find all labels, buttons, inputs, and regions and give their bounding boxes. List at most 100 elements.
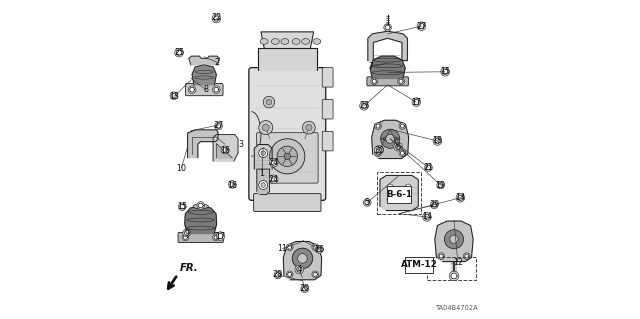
Circle shape <box>386 134 395 143</box>
Circle shape <box>259 121 273 135</box>
Circle shape <box>387 184 394 190</box>
Polygon shape <box>372 79 376 83</box>
Ellipse shape <box>271 39 279 44</box>
Polygon shape <box>218 233 223 239</box>
Text: 26: 26 <box>314 245 324 254</box>
Circle shape <box>277 146 298 167</box>
Text: 17: 17 <box>216 232 225 241</box>
Polygon shape <box>317 247 322 252</box>
Circle shape <box>228 181 236 188</box>
Polygon shape <box>439 254 444 258</box>
Text: 23: 23 <box>359 101 369 110</box>
Polygon shape <box>400 151 404 155</box>
Text: 25: 25 <box>174 48 184 57</box>
Text: 28: 28 <box>273 271 283 279</box>
Circle shape <box>286 244 293 251</box>
Polygon shape <box>365 200 370 205</box>
Text: 24: 24 <box>269 175 279 184</box>
Circle shape <box>183 229 191 237</box>
Text: 27: 27 <box>213 121 224 130</box>
Text: 20: 20 <box>300 284 310 293</box>
Circle shape <box>295 265 303 274</box>
Polygon shape <box>213 135 238 161</box>
Circle shape <box>286 271 293 278</box>
Text: 13: 13 <box>169 92 179 101</box>
Circle shape <box>312 244 319 251</box>
Polygon shape <box>380 175 419 211</box>
Circle shape <box>433 137 442 145</box>
Polygon shape <box>376 124 380 128</box>
Polygon shape <box>372 120 409 159</box>
Circle shape <box>450 235 458 243</box>
Polygon shape <box>172 93 177 98</box>
Polygon shape <box>435 138 440 144</box>
Circle shape <box>412 98 420 107</box>
Circle shape <box>387 196 394 203</box>
Polygon shape <box>189 87 195 92</box>
Polygon shape <box>176 50 182 56</box>
Text: 12: 12 <box>452 258 463 267</box>
Text: 19: 19 <box>435 181 445 189</box>
Circle shape <box>436 181 444 189</box>
Polygon shape <box>396 144 401 149</box>
Polygon shape <box>424 214 429 220</box>
Text: 15: 15 <box>440 67 450 76</box>
Polygon shape <box>313 272 317 276</box>
Circle shape <box>405 184 412 190</box>
Polygon shape <box>442 69 448 75</box>
Text: 7: 7 <box>369 63 374 71</box>
Circle shape <box>399 122 406 130</box>
Circle shape <box>381 129 400 148</box>
Circle shape <box>188 86 196 93</box>
Ellipse shape <box>193 204 209 209</box>
Circle shape <box>261 183 266 187</box>
Text: 14: 14 <box>456 193 465 202</box>
Polygon shape <box>284 241 321 280</box>
Polygon shape <box>451 273 457 279</box>
Polygon shape <box>376 147 381 153</box>
Circle shape <box>284 153 291 160</box>
Polygon shape <box>198 203 204 208</box>
Circle shape <box>212 86 220 93</box>
Polygon shape <box>183 235 188 239</box>
Polygon shape <box>271 160 276 166</box>
Ellipse shape <box>313 39 321 44</box>
Circle shape <box>417 22 426 31</box>
Polygon shape <box>370 56 405 78</box>
Polygon shape <box>435 221 473 262</box>
Polygon shape <box>438 183 443 187</box>
FancyBboxPatch shape <box>253 194 321 211</box>
Text: 27: 27 <box>416 22 427 31</box>
Polygon shape <box>426 165 431 170</box>
Circle shape <box>298 254 307 263</box>
Circle shape <box>456 193 465 202</box>
Polygon shape <box>419 24 424 29</box>
Polygon shape <box>184 231 189 235</box>
Text: 1: 1 <box>259 169 264 178</box>
Polygon shape <box>216 144 232 158</box>
Text: 15: 15 <box>177 202 188 211</box>
Circle shape <box>266 99 272 105</box>
FancyBboxPatch shape <box>367 77 408 86</box>
Polygon shape <box>192 65 216 85</box>
Polygon shape <box>214 16 219 21</box>
Polygon shape <box>216 124 221 128</box>
Polygon shape <box>376 151 380 155</box>
Circle shape <box>360 101 369 110</box>
Polygon shape <box>230 182 235 187</box>
Circle shape <box>444 230 463 249</box>
Text: 14: 14 <box>422 212 432 221</box>
Circle shape <box>259 149 268 158</box>
Polygon shape <box>368 31 408 61</box>
Ellipse shape <box>292 39 300 44</box>
Text: 16: 16 <box>220 146 230 155</box>
Polygon shape <box>431 203 436 207</box>
Polygon shape <box>214 235 218 239</box>
Circle shape <box>215 122 222 130</box>
Circle shape <box>424 164 432 171</box>
Polygon shape <box>275 273 280 277</box>
Text: 8: 8 <box>204 85 209 94</box>
Circle shape <box>316 246 323 253</box>
Text: 17: 17 <box>412 98 421 107</box>
Polygon shape <box>361 103 367 108</box>
